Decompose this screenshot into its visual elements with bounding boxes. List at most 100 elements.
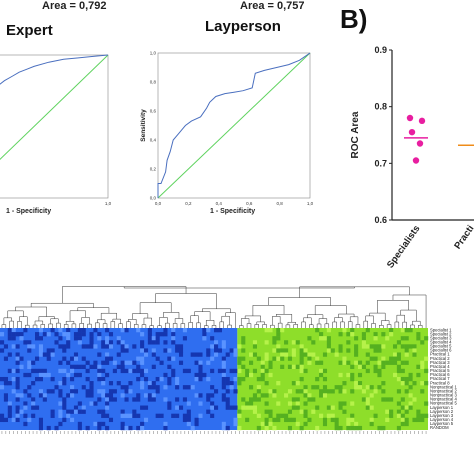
heatmap-cell [357,425,363,431]
heatmap-cell [408,393,413,398]
heatmap-cell [155,413,160,418]
heatmap-cell [124,385,129,390]
heatmap-cell [50,389,55,394]
dendrogram-branch [159,317,168,326]
heatmap-cell [97,332,102,337]
expert-roc-chart: 1,0 [0,54,112,206]
heatmap-cell [132,360,137,365]
heatmap-cell [299,409,304,414]
heatmap-cell [338,360,343,365]
layperson-roc-chart: 0,0 0,2 0,4 0,6 0,8 1,0 0,0 0,2 0,4 0,6 0,8 1,0 Sens… [140,51,314,207]
heatmap-cell [342,401,347,406]
heatmap-cell [73,409,79,414]
heatmap-cell [163,348,168,353]
heatmap-cell [346,425,351,431]
heatmap-cell [175,344,180,349]
heatmap-cell [361,397,366,402]
heatmap-cell [73,332,79,337]
dendrogram-branch [149,325,154,328]
data-point [418,117,426,125]
dendrogram-branch [418,325,423,328]
heatmap-cell [159,413,164,418]
heatmap-cell [361,340,366,345]
heatmap-cell [420,389,425,394]
heatmap-cell [77,328,82,333]
dendrogram-branch [334,317,343,322]
heatmap-cell [299,368,304,374]
heatmap-cell [210,413,215,418]
heatmap-cell [420,417,425,423]
heatmap-cell [245,368,250,374]
heatmap-cell [295,340,300,345]
dendrogram-branch [63,324,69,328]
heatmap-cell [77,401,82,406]
heatmap-cell [389,397,394,402]
heatmap-cell [132,397,137,402]
dendrogram-branch [254,324,259,328]
heatmap-cell [326,344,331,349]
heatmap-cell [299,356,304,361]
dendrogram-branch [87,323,92,328]
heatmap-cell [303,368,308,374]
heatmap-cell [77,372,82,378]
heatmap-cell [315,385,320,390]
heatmap-cell [252,340,257,345]
heatmap-cell [136,356,141,361]
heatmap-cell [396,376,401,382]
dendrogram-branch [126,321,131,328]
heatmap-cell [136,413,141,418]
category-label: Specialists [385,223,422,270]
heatmap-cell [101,413,106,418]
heatmap-cell [264,425,269,431]
heatmap-cell [35,405,40,410]
heatmap-cell [237,344,242,349]
heatmap-cell [116,340,121,345]
heatmap-cell [342,389,347,394]
dendrogram-branch [143,317,152,326]
heatmap-cell [77,336,82,341]
heatmap-cell [167,364,172,369]
heatmap-cell [280,348,285,353]
heatmap-cell [112,389,117,394]
heatmap-cell [38,368,43,374]
dendrogram-branch [244,315,261,322]
heatmap-cell [284,348,289,353]
heatmap-cell [128,425,133,431]
heatmap-cell [62,397,67,402]
dendrogram-branch [132,313,149,320]
heatmap-cell [416,372,421,378]
heatmap-cell [350,425,355,431]
heatmap-cell [11,332,16,337]
heatmap-cell [373,348,378,353]
heatmap-cell [264,393,269,398]
heatmap-cell [272,417,277,423]
heatmap-cell [54,340,59,345]
heatmap-cell [365,368,370,374]
heatmap-cell [46,389,51,394]
heatmap-cell [163,328,168,333]
heatmap-cell [62,381,67,386]
heatmap-cell [233,348,238,353]
heatmap-cell [252,368,257,374]
heatmap-cell [361,364,366,369]
heatmap-cell [319,336,324,341]
row-label: Nonpractical 5 [430,401,457,406]
heatmap-cell [66,409,71,414]
heatmap-cell [377,368,382,374]
heatmap-cell [225,405,230,410]
heatmap-cell [233,389,238,394]
dendrogram-root [123,286,355,289]
heatmap-cell [392,344,398,349]
dendrogram-branch [338,313,355,318]
heatmap-cell [241,348,246,353]
heatmap-cell [167,348,172,353]
heatmap-cell [295,364,300,369]
heatmap-cell [89,401,94,406]
heatmap-cell [334,425,339,431]
expert-title: Expert [6,22,53,39]
heatmap-cell [280,352,285,357]
heatmap-cell [190,352,195,357]
heatmap-cell [214,348,219,353]
heatmap-cell [276,328,281,333]
y-tick-label: 1,0 [150,51,157,56]
